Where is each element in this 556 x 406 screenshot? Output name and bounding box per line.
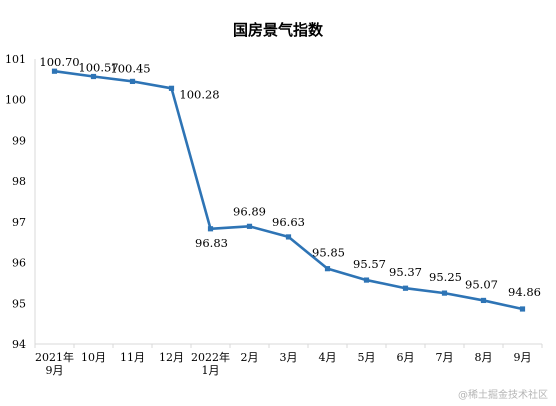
- data-point: [519, 306, 526, 312]
- y-tick-label: 94: [12, 338, 26, 351]
- data-label: 100.28: [179, 87, 219, 101]
- data-point: [90, 73, 97, 80]
- x-tick-label: 3月: [280, 351, 298, 364]
- data-point: [480, 297, 487, 304]
- data-label: 100.45: [110, 61, 150, 75]
- y-tick-label: 101: [5, 53, 26, 66]
- x-tick-label: 9月: [514, 351, 532, 364]
- x-tick-label: 7月: [436, 351, 454, 364]
- data-point: [207, 226, 214, 232]
- data-point: [441, 290, 448, 296]
- x-tick-label: 9月: [46, 364, 64, 377]
- data-label: 100.57: [78, 61, 118, 75]
- data-label: 95.37: [389, 265, 422, 279]
- x-tick-label: 2022年: [191, 350, 230, 364]
- y-tick-label: 98: [12, 175, 26, 188]
- x-tick-label: 2021年: [35, 350, 74, 364]
- data-point: [129, 78, 136, 84]
- data-label: 95.85: [312, 246, 345, 260]
- data-label: 100.70: [39, 55, 79, 69]
- y-tick-label: 95: [12, 297, 26, 310]
- data-point: [51, 68, 58, 74]
- y-tick-label: 96: [12, 257, 26, 270]
- data-point: [168, 85, 175, 91]
- chart-title: 国房景气指数: [233, 21, 324, 39]
- data-label: 96.89: [233, 204, 266, 218]
- watermark: @稀土掘金技术社区: [458, 388, 548, 401]
- x-tick-label: 5月: [358, 351, 376, 364]
- data-label: 96.63: [272, 215, 305, 229]
- data-label: 96.83: [195, 236, 228, 250]
- x-tick-label: 6月: [397, 351, 415, 364]
- x-tick-label: 2月: [241, 351, 259, 364]
- data-point: [324, 266, 331, 272]
- data-point: [285, 234, 292, 240]
- x-tick-label: 11月: [120, 351, 145, 364]
- y-tick-label: 97: [12, 216, 26, 229]
- data-point: [246, 223, 253, 229]
- data-label: 95.07: [465, 277, 498, 291]
- data-point: [363, 277, 370, 283]
- x-tick-label: 1月: [202, 364, 220, 377]
- y-tick-label: 99: [12, 134, 26, 147]
- data-point: [402, 285, 409, 291]
- x-tick-label: 12月: [159, 351, 184, 364]
- x-tick-label: 10月: [81, 351, 106, 364]
- data-label: 95.57: [353, 257, 386, 271]
- data-label: 94.86: [508, 285, 541, 299]
- x-tick-label: 8月: [475, 351, 493, 364]
- x-tick-label: 4月: [319, 351, 337, 364]
- data-label: 95.25: [429, 270, 462, 284]
- y-tick-label: 100: [5, 94, 26, 107]
